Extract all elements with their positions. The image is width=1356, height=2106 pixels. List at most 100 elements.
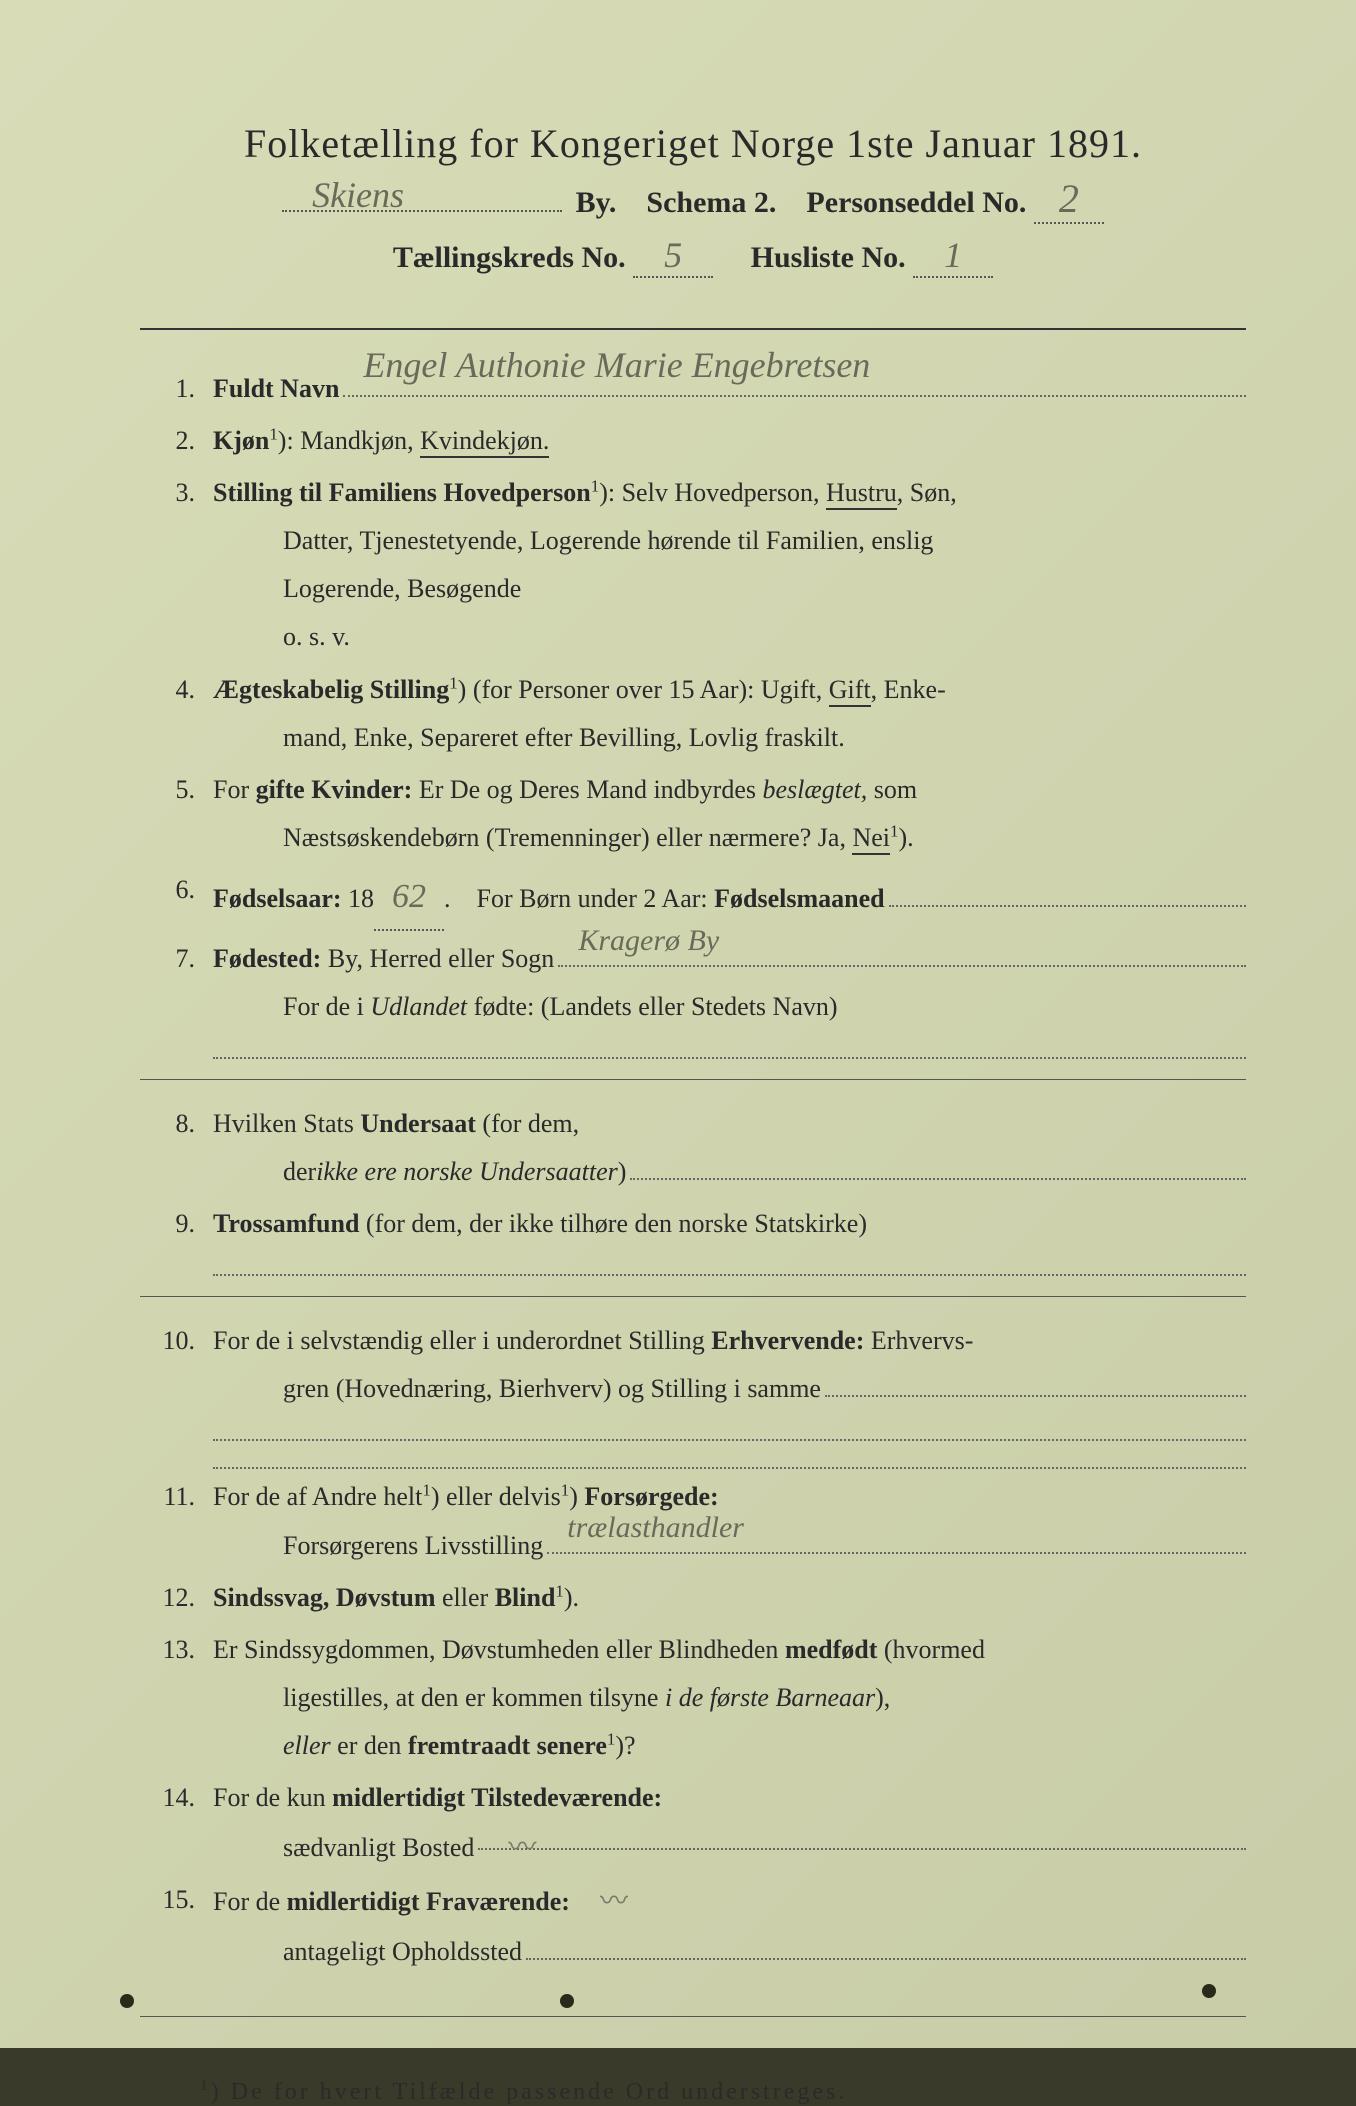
text: Selv Hovedperson, [622,478,826,507]
sup: 1 [449,673,457,692]
item-content: Fødested: By, Herred eller Sogn Kragerø … [213,935,1246,1059]
italic-text: eller [283,1731,331,1760]
text: Er De og Deres Mand indbyrdes [412,775,762,804]
item-num: 10. [140,1317,213,1469]
item-num: 8. [140,1100,213,1196]
label-fodested: Fødested: [213,935,321,983]
text: ). [564,1583,579,1612]
italic-text: i de første Barneaar [665,1683,875,1712]
item-content: Er Sindssygdommen, Døvstumheden eller Bl… [213,1626,1246,1770]
item-num: 2. [140,417,213,465]
bold-text: Sindssvag, Døvstum [213,1583,436,1612]
dotted-blank [630,1152,1246,1180]
sup: 1 [591,477,599,496]
bold-text: gifte Kvinder: [256,775,413,804]
ink-spot [120,1994,134,2008]
dotted-blank [213,1031,1246,1059]
month-field [889,879,1246,907]
item-num: 6. [140,866,213,931]
text: antageligt Opholdssted [283,1928,522,1976]
item-content: Hvilken Stats Undersaat (for dem, der ik… [213,1100,1246,1196]
label-aegteskab: Ægteskabelig Stilling [213,675,449,704]
text: er den [331,1731,408,1760]
sub-line: Datter, Tjenestetyende, Logerende hørend… [213,517,1246,565]
footnote-sup: 1 [200,2077,211,2094]
kjon-underlined: Kvindekjøn. [420,426,549,458]
item-3: 3. Stilling til Familiens Hovedperson1):… [140,469,1246,661]
item-15: 15. For de midlertidigt Fraværende:〰 ant… [140,1876,1246,1976]
text: ) eller delvis [431,1482,561,1511]
text: Næstsøskendebørn (Tremenninger) eller næ… [283,823,852,852]
birthplace-field: Kragerø By [558,939,1246,967]
label-kjon: Kjøn [213,426,269,455]
text: ligestilles, at den er kommen tilsyne [283,1683,665,1712]
item-9: 9. Trossamfund (for dem, der ikke tilhør… [140,1200,1246,1276]
personseddel-label: Personseddel No. [806,186,1026,219]
item-12: 12. Sindssvag, Døvstum eller Blind1). [140,1574,1246,1622]
item-5: 5. For gifte Kvinder: Er De og Deres Man… [140,766,1246,862]
item-10: 10. For de i selvstændig eller i underor… [140,1317,1246,1469]
city-handwritten: Skiens [312,174,404,216]
text: Hvilken Stats [213,1109,360,1138]
footer-divider [140,2016,1246,2017]
year-prefix: 18 [348,875,374,923]
year-field: 62 [374,866,444,931]
item-1: 1. Fuldt Navn Engel Authonie Marie Engeb… [140,365,1246,413]
item-content: For de i selvstændig eller i underordnet… [213,1317,1246,1469]
text: der [283,1148,316,1196]
bold-text: Undersaat [360,1109,476,1138]
item-content: Stilling til Familiens Hovedperson1): Se… [213,469,1246,661]
city-row: Skiens By. Schema 2. Personseddel No. 2 [140,175,1246,224]
bold-text: midlertidigt Fraværende: [287,1887,570,1916]
stilling-underlined: Hustru [826,478,897,510]
form-title: Folketælling for Kongeriget Norge 1ste J… [140,120,1246,167]
nei-underlined: Nei [852,823,890,855]
blank-line [213,1248,1246,1276]
text: gren (Hovednæring, Bierhverv) og Stillin… [283,1365,821,1413]
sub-line: Forsørgerens Livsstilling trælasthandler [213,1522,1246,1570]
sub-line: For de i Udlandet fødte: (Landets eller … [213,983,1246,1031]
kreds-label: Tællingskreds No. [393,241,626,274]
line: Fødested: By, Herred eller Sogn Kragerø … [213,935,1246,983]
sup: 1 [269,424,277,443]
sup: 1 [422,1481,430,1500]
bosted-field: 〰 [478,1822,1246,1850]
italic-text: beslægtet, [763,775,868,804]
text: For de [213,1887,287,1916]
sub-line: ligestilles, at den er kommen tilsyne i … [213,1674,1246,1722]
item-content: For de kun midlertidigt Tilstedeværende:… [213,1774,1246,1872]
text: (hvormed [877,1635,985,1664]
item-content: Kjøn1): Mandkjøn, Kvindekjøn. [213,417,1246,465]
item-content: Trossamfund (for dem, der ikke tilhøre d… [213,1200,1246,1276]
label-fuldt-navn: Fuldt Navn [213,365,339,413]
kjon-options: Mandkjøn, [300,426,420,455]
dotted-blank [825,1369,1246,1397]
text: )? [615,1731,635,1760]
item-14: 14. For de kun midlertidigt Tilstedevære… [140,1774,1246,1872]
text: For [213,775,256,804]
city-field: Skiens [282,210,562,212]
item-11: 11. For de af Andre helt1) eller delvis1… [140,1473,1246,1569]
item-num: 13. [140,1626,213,1770]
text: By, Herred eller Sogn [328,935,554,983]
year-hw: 62 [392,878,426,915]
tilde-mark: 〰 [600,1886,628,1917]
italic-text: ikke ere norske Undersaatter [316,1148,618,1196]
text: For de kun [213,1783,332,1812]
sup: 1 [561,1481,569,1500]
text: For de i selvstændig eller i underordnet… [213,1326,711,1355]
blank-line [213,1031,1246,1059]
item-content: For gifte Kvinder: Er De og Deres Mand i… [213,766,1246,862]
opholdssted-field [526,1932,1246,1960]
item-num: 14. [140,1774,213,1872]
gift-underlined: Gift [829,675,871,707]
text: ). [898,823,913,852]
kreds-row: Tællingskreds No. 5 Husliste No. 1 [140,234,1246,278]
text: For de i [283,992,370,1021]
text: eller [436,1583,495,1612]
text: fødte: (Landets eller Stedets Navn) [467,992,837,1021]
census-form-page: Folketælling for Kongeriget Norge 1ste J… [0,0,1356,2048]
dotted-blank [213,1248,1246,1276]
tilde-mark: 〰 [508,1832,536,1863]
section-divider-1 [140,1079,1246,1080]
